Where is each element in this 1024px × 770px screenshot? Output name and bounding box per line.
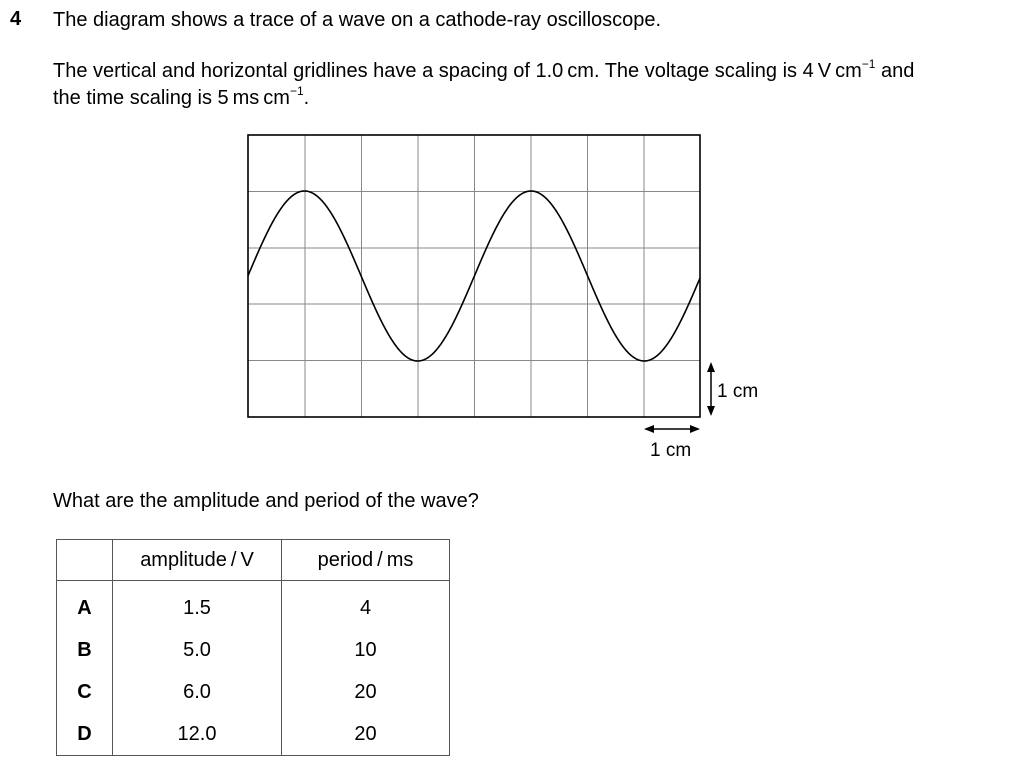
period-value: 4 bbox=[281, 580, 450, 629]
header-amplitude: amplitude / V bbox=[112, 539, 282, 581]
question-number: 4 bbox=[10, 8, 22, 30]
period-value: 20 bbox=[281, 671, 450, 713]
question-prompt: What are the amplitude and period of the… bbox=[53, 490, 479, 512]
time-scaling-end: . bbox=[303, 87, 310, 109]
question-scaling-line: The vertical and horizontal gridlines ha… bbox=[53, 57, 915, 83]
time-scaling-text: the time scaling is 5 ms cm bbox=[53, 87, 290, 109]
option-letter: D bbox=[56, 713, 113, 756]
period-value: 10 bbox=[281, 629, 450, 671]
amplitude-value: 6.0 bbox=[112, 671, 282, 713]
question-time-scaling-line: the time scaling is 5 ms cm−1. bbox=[53, 84, 310, 110]
option-row-a[interactable]: A 1.5 4 bbox=[56, 580, 450, 629]
time-scaling-superscript: −1 bbox=[289, 84, 304, 98]
amplitude-value: 1.5 bbox=[112, 580, 282, 629]
period-value: 20 bbox=[281, 713, 450, 756]
table-header-row: amplitude / V period / ms bbox=[56, 539, 450, 581]
scaling-text-before: The vertical and horizontal gridlines ha… bbox=[53, 60, 862, 82]
option-row-d[interactable]: D 12.0 20 bbox=[56, 713, 450, 756]
horizontal-scale-marker bbox=[644, 425, 700, 433]
screen-border bbox=[247, 134, 701, 418]
answer-options-table: amplitude / V period / ms A 1.5 4 B 5.0 … bbox=[56, 539, 450, 756]
option-letter: B bbox=[56, 629, 113, 671]
scaling-text-after: and bbox=[875, 60, 915, 82]
question-intro: The diagram shows a trace of a wave on a… bbox=[53, 8, 661, 32]
amplitude-value: 12.0 bbox=[112, 713, 282, 756]
header-option bbox=[56, 539, 113, 581]
wave-trace bbox=[247, 190, 701, 362]
option-row-b[interactable]: B 5.0 10 bbox=[56, 629, 450, 671]
scaling-superscript: −1 bbox=[861, 57, 876, 71]
option-letter: A bbox=[56, 580, 113, 629]
horizontal-scale-label: 1 cm bbox=[650, 440, 691, 461]
option-letter: C bbox=[56, 671, 113, 713]
vertical-scale-label: 1 cm bbox=[717, 381, 758, 402]
question-line-1: The diagram shows a trace of a wave on a… bbox=[53, 9, 662, 31]
header-period: period / ms bbox=[281, 539, 450, 581]
amplitude-value: 5.0 bbox=[112, 629, 282, 671]
oscilloscope-diagram: 1 cm 1 cm bbox=[247, 134, 758, 461]
option-row-c[interactable]: C 6.0 20 bbox=[56, 671, 450, 713]
vertical-scale-marker bbox=[707, 362, 715, 416]
